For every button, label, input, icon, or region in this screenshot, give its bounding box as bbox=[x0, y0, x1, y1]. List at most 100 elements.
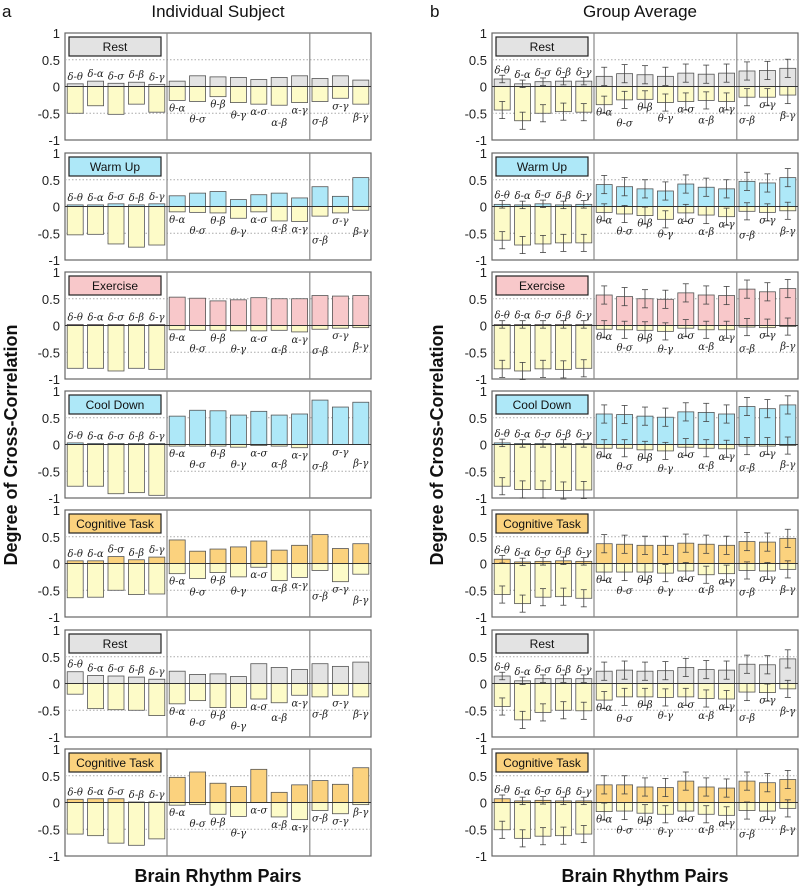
pair-label: θ-β bbox=[637, 219, 652, 230]
bar-negative bbox=[189, 563, 207, 579]
subplot-a-7: 1 0.5 0 -0.5 -1 δ-θ δ-α δ-σ δ-β δ-γ θ-α θ-σ θ-β θ-γ α-… bbox=[38, 742, 372, 864]
pair-label: δ-α bbox=[88, 193, 104, 204]
bar-negative bbox=[148, 444, 166, 496]
title-individual-subject: Individual Subject bbox=[151, 2, 285, 21]
pair-label: θ-γ bbox=[658, 464, 673, 475]
bar-positive bbox=[229, 546, 247, 564]
condition-label-box bbox=[495, 633, 589, 654]
condition-label-box bbox=[495, 156, 589, 177]
bar-negative bbox=[189, 325, 207, 331]
pair-label: δ-θ bbox=[67, 431, 82, 442]
y-tick-label: -0.5 bbox=[465, 583, 487, 598]
bar-positive bbox=[331, 75, 349, 87]
y-tick-label: 0 bbox=[53, 557, 60, 572]
pair-label: δ-β bbox=[129, 312, 144, 323]
bar-negative bbox=[87, 444, 104, 487]
y-axis-label-b: Degree of Cross-Correlation bbox=[427, 324, 447, 565]
pair-label: α-β bbox=[271, 820, 287, 831]
pair-label: α-σ bbox=[250, 570, 268, 581]
y-tick-label: 0.5 bbox=[469, 769, 487, 784]
bar-negative bbox=[229, 563, 247, 578]
y-tick-label: -0.5 bbox=[38, 703, 60, 718]
pair-label: α-β bbox=[698, 825, 714, 836]
pair-label: θ-β bbox=[210, 576, 225, 587]
pair-label: β-γ bbox=[779, 585, 795, 596]
y-tick-label: 1 bbox=[480, 265, 487, 280]
bar-positive bbox=[127, 559, 145, 564]
bar-positive bbox=[270, 192, 288, 207]
bar-positive bbox=[107, 82, 125, 87]
pair-label: θ-α bbox=[169, 215, 185, 226]
pair-label: δ-α bbox=[515, 787, 531, 798]
bar-negative bbox=[209, 206, 227, 214]
bar-negative bbox=[148, 563, 166, 595]
bar-positive bbox=[168, 415, 186, 445]
pair-label: θ-γ bbox=[231, 828, 246, 839]
bar-negative bbox=[291, 206, 309, 222]
pair-label: α-σ bbox=[250, 334, 268, 345]
y-tick-label: 1 bbox=[480, 623, 487, 638]
pair-label: α-σ bbox=[250, 107, 268, 118]
pair-label: α-γ bbox=[292, 580, 308, 591]
pair-label: θ-α bbox=[169, 333, 185, 344]
subplot-b-1: 1 0.5 0 -0.5 -1 δ-θ δ-α δ-σ δ-β δ-γ θ-α θ-σ θ-β θ-γ α-… bbox=[465, 26, 799, 148]
x-axis-label-b: Brain Rhythm Pairs bbox=[561, 866, 728, 886]
y-tick-label: -0.5 bbox=[465, 106, 487, 121]
pair-label: α-σ bbox=[677, 104, 695, 115]
pair-label: α-γ bbox=[292, 451, 308, 462]
pair-label: θ-γ bbox=[658, 344, 673, 355]
condition-label-box bbox=[495, 752, 589, 773]
bar-positive bbox=[209, 782, 227, 803]
y-tick-label: 1 bbox=[53, 742, 60, 757]
pair-label: θ-σ bbox=[616, 714, 633, 725]
bar-negative bbox=[87, 683, 104, 710]
bar-positive bbox=[168, 670, 186, 684]
pair-label: σ-β bbox=[739, 463, 755, 474]
condition-label: Rest bbox=[530, 40, 555, 54]
bar-positive bbox=[168, 195, 186, 207]
pair-label: σ-β bbox=[739, 713, 755, 724]
pair-label: θ-γ bbox=[658, 711, 673, 722]
pair-label: α-σ bbox=[250, 702, 268, 713]
y-tick-label: 1 bbox=[480, 742, 487, 757]
pair-label: α-γ bbox=[719, 220, 735, 231]
pair-label: θ-γ bbox=[231, 722, 246, 733]
bar-positive bbox=[189, 297, 207, 326]
pair-label: δ-σ bbox=[535, 787, 552, 798]
pair-label: θ-β bbox=[637, 102, 652, 113]
pair-label: α-σ bbox=[677, 331, 695, 342]
bar-negative bbox=[127, 325, 145, 369]
pair-label: δ-θ bbox=[67, 72, 82, 83]
bar-positive bbox=[250, 194, 268, 207]
pair-label: δ-σ bbox=[535, 665, 552, 676]
bar-negative bbox=[189, 206, 207, 213]
bar-positive bbox=[250, 410, 268, 445]
bar-positive bbox=[107, 675, 125, 684]
y-tick-label: 0 bbox=[480, 557, 487, 572]
bar-negative bbox=[311, 325, 329, 330]
pair-label: θ-γ bbox=[658, 586, 673, 597]
pair-label: σ-β bbox=[312, 235, 328, 246]
bar-positive bbox=[270, 549, 288, 564]
bar-negative bbox=[352, 563, 370, 575]
pair-label: σ-γ bbox=[332, 331, 348, 342]
pair-label: θ-α bbox=[596, 451, 612, 462]
bar-negative bbox=[87, 325, 104, 369]
pair-label: θ-α bbox=[596, 108, 612, 119]
bar-negative bbox=[209, 325, 227, 331]
bar-positive bbox=[66, 798, 84, 803]
bar-positive bbox=[250, 768, 268, 803]
pair-label: θ-σ bbox=[189, 819, 206, 830]
y-tick-label: -0.5 bbox=[465, 345, 487, 360]
subplot-a-3: 1 0.5 0 -0.5 -1 δ-θ δ-α δ-σ δ-β δ-γ θ-α θ-σ θ-β θ-γ α-… bbox=[38, 265, 372, 387]
y-tick-label: 1 bbox=[53, 623, 60, 638]
y-tick-label: 0 bbox=[53, 796, 60, 811]
pair-label: θ-β bbox=[637, 333, 652, 344]
pair-label: β-γ bbox=[352, 459, 368, 470]
bar-positive bbox=[229, 786, 247, 803]
bar-positive bbox=[291, 298, 309, 326]
pair-label: β-γ bbox=[352, 227, 368, 238]
subplot-b-7: 1 0.5 0 -0.5 -1 δ-θ δ-α δ-σ δ-β δ-γ θ-α θ-σ θ-β θ-γ α-… bbox=[465, 742, 799, 864]
condition-label: Cool Down bbox=[86, 398, 145, 412]
pair-label: α-β bbox=[271, 584, 287, 595]
